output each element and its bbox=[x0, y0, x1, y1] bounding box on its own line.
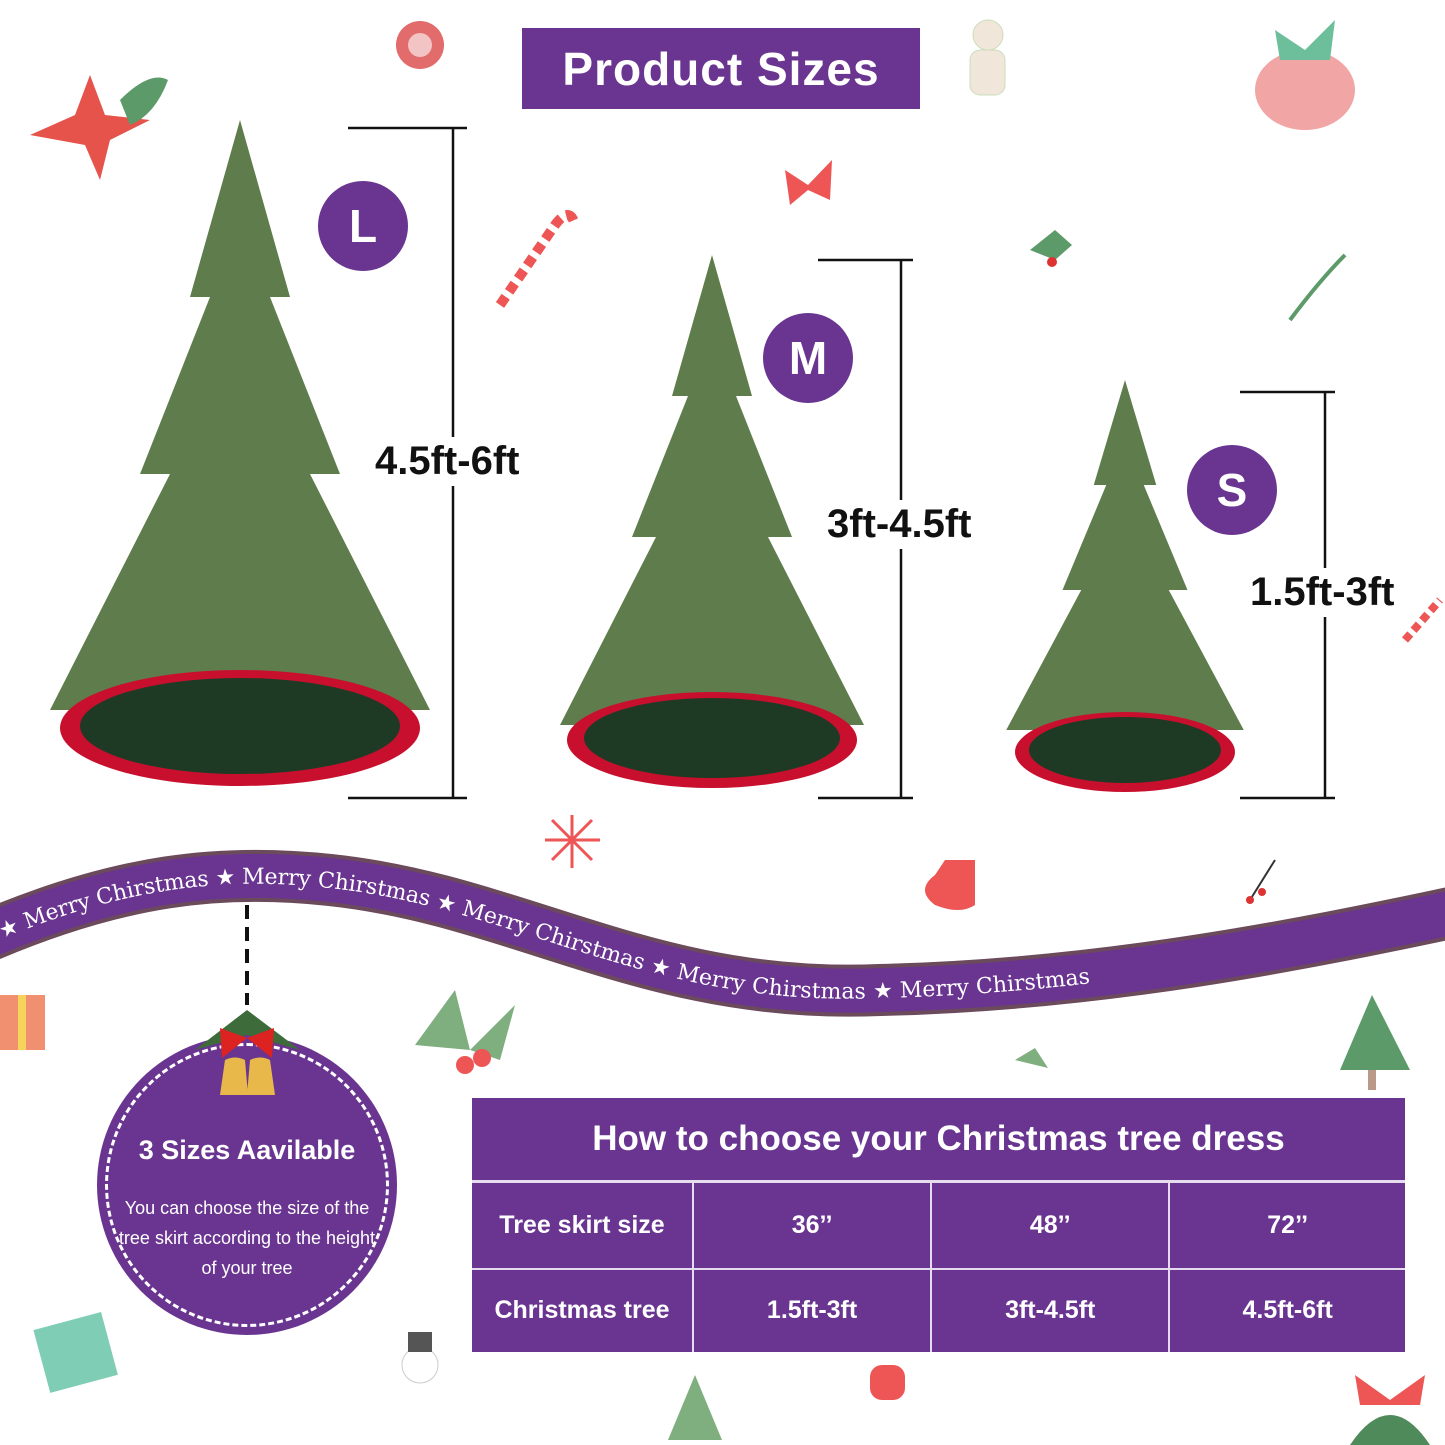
small-holly-icon bbox=[1015, 1048, 1048, 1068]
snowflake-icon bbox=[545, 815, 600, 868]
height-label-medium: 3ft-4.5ft bbox=[827, 500, 972, 549]
holly-icon bbox=[1030, 230, 1072, 267]
tree-medium bbox=[560, 255, 864, 788]
dashed-ring bbox=[105, 1043, 389, 1327]
height-label-large: 4.5ft-6ft bbox=[375, 437, 520, 486]
bauble-gift-icon bbox=[1350, 1375, 1430, 1445]
ribbon bbox=[0, 853, 1445, 1013]
mitten-icon bbox=[870, 1365, 905, 1400]
branch-icon bbox=[1288, 253, 1347, 322]
size-badge-l: L bbox=[318, 181, 408, 271]
candy-cane-small-icon bbox=[1401, 597, 1444, 643]
tree-small bbox=[1006, 380, 1244, 792]
table-cell: 72’’ bbox=[1169, 1180, 1405, 1269]
present-icon bbox=[33, 1311, 118, 1393]
snowman-icon bbox=[401, 1332, 439, 1384]
table-cell: 36’’ bbox=[693, 1180, 933, 1269]
table-title: How to choose your Christmas tree dress bbox=[472, 1098, 1405, 1183]
holly-leaves-icon bbox=[415, 990, 515, 1074]
table-cell: 48’’ bbox=[931, 1180, 1171, 1269]
page-title: Product Sizes bbox=[522, 28, 920, 109]
xmas-tree-icon bbox=[668, 1375, 722, 1440]
tree-large bbox=[49, 120, 430, 786]
gift-ornament-icon bbox=[1255, 20, 1355, 130]
poinsettia-icon bbox=[30, 75, 168, 180]
berries-icon bbox=[1246, 859, 1276, 904]
table-cell: 1.5ft-3ft bbox=[693, 1267, 933, 1352]
size-guide-table: How to choose your Christmas tree dress … bbox=[472, 1098, 1405, 1352]
size-badge-m: M bbox=[763, 313, 853, 403]
ornament-icon bbox=[396, 21, 444, 69]
gift-icon bbox=[0, 995, 45, 1050]
candy-cane-icon bbox=[495, 210, 580, 308]
table-row: Tree skirt size 36’’ 48’’ 72’’ bbox=[472, 1180, 1405, 1269]
row-label: Tree skirt size bbox=[472, 1180, 694, 1269]
pine-tree-icon bbox=[1340, 995, 1410, 1090]
table-row: Christmas tree 1.5ft-3ft 3ft-4.5ft 4.5ft… bbox=[472, 1267, 1405, 1352]
table-cell: 3ft-4.5ft bbox=[931, 1267, 1171, 1352]
gingerbread-icon bbox=[969, 19, 1006, 96]
badge-title: 3 Sizes Aavilable bbox=[138, 1135, 356, 1165]
row-label: Christmas tree bbox=[472, 1267, 694, 1352]
bow-icon bbox=[785, 160, 832, 205]
height-label-small: 1.5ft-3ft bbox=[1250, 568, 1395, 617]
bells-bow-icon bbox=[195, 1010, 300, 1095]
size-badge-s: S bbox=[1187, 445, 1277, 535]
stocking-icon bbox=[925, 860, 975, 910]
badge-text: You can choose the size of the tree skir… bbox=[118, 1198, 376, 1278]
table-cell: 4.5ft-6ft bbox=[1169, 1267, 1405, 1352]
